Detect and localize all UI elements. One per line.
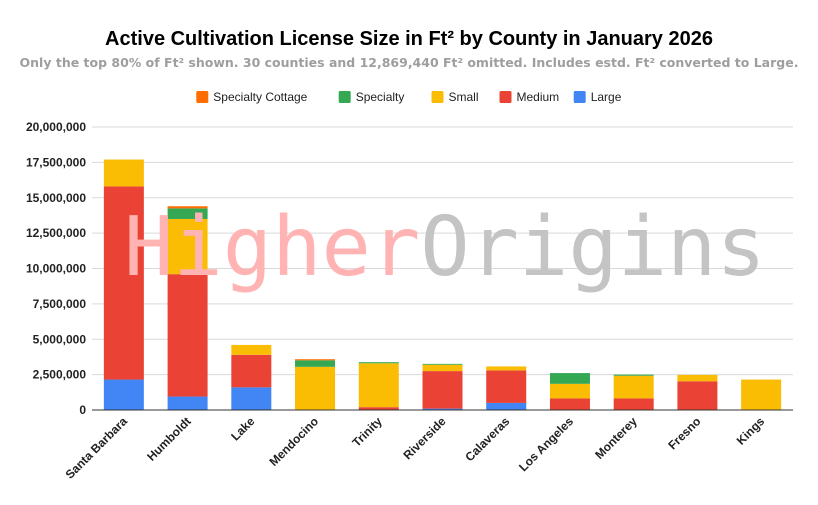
legend-label: Specialty	[356, 90, 405, 104]
bar-small	[167, 218, 208, 275]
bar-medium	[549, 398, 590, 410]
x-tick-label: Kings	[734, 414, 768, 448]
legend-swatch	[196, 91, 209, 103]
bar-medium	[167, 274, 208, 397]
bar-large	[231, 387, 272, 410]
bar-medium	[486, 370, 527, 403]
x-tick-label: Riverside	[401, 414, 449, 462]
bar-small	[549, 383, 590, 399]
bar-small	[358, 363, 399, 408]
bar-large	[103, 379, 144, 410]
y-tick-label: 7,500,000	[33, 297, 87, 311]
x-tick-label: Humboldt	[144, 414, 193, 463]
bar-small	[741, 379, 782, 410]
x-tick-label: Calaveras	[462, 414, 512, 464]
x-tick-label: Fresno	[665, 414, 703, 452]
chart-title: Active Cultivation License Size in Ft² b…	[105, 28, 713, 50]
bar-medium	[422, 371, 463, 409]
x-tick-label: Mendocino	[266, 414, 321, 469]
bar-specialty	[549, 373, 590, 384]
bar-small	[677, 374, 718, 382]
y-tick-label: 2,500,000	[33, 368, 87, 382]
legend-swatch	[431, 91, 444, 103]
x-tick-label: Lake	[228, 414, 257, 443]
bar-specialty	[422, 363, 463, 365]
y-tick-label: 17,500,000	[26, 155, 86, 169]
bar-large	[167, 396, 208, 410]
bar-medium	[103, 186, 144, 380]
y-tick-label: 5,000,000	[33, 332, 87, 346]
bar-specialty	[358, 362, 399, 364]
y-axis-ticks: 0 2,500,000 5,000,000 7,500,000 10,000,000 12…	[26, 120, 86, 417]
legend-label: Small	[449, 90, 479, 104]
bar-large	[486, 402, 527, 410]
x-axis-ticks: Santa Barbara Humboldt Lake Mendocino Trinit…	[63, 414, 768, 482]
watermark-part-2: Origins	[420, 200, 766, 295]
legend-swatch	[338, 91, 351, 103]
legend-label: Large	[591, 90, 622, 104]
watermark-part-1: Higher	[124, 200, 420, 295]
bar-specialty	[613, 374, 654, 376]
bar-medium	[231, 354, 272, 388]
y-tick-label: 15,000,000	[26, 191, 86, 205]
bar-small	[422, 364, 463, 372]
bar-large	[422, 408, 463, 410]
bar-medium	[358, 407, 399, 410]
y-tick-label: 10,000,000	[26, 262, 86, 276]
y-tick-label: 12,500,000	[26, 226, 86, 240]
x-tick-label: Santa Barbara	[63, 414, 131, 482]
bar-small	[231, 344, 272, 355]
legend-label: Medium	[517, 90, 560, 104]
gridlines	[92, 126, 793, 376]
legend-swatch	[573, 91, 586, 103]
legend-label: Specialty Cottage	[213, 90, 307, 104]
bar-small	[295, 366, 336, 410]
bar-specialty-cottage	[295, 359, 336, 361]
bar-medium	[613, 398, 654, 410]
legend: Specialty Cottage Specialty Small Medium Lar…	[196, 90, 622, 104]
legend-swatch	[499, 91, 512, 103]
bar-small	[486, 366, 527, 371]
bars	[103, 159, 782, 410]
bar-specialty-cottage	[167, 206, 208, 209]
bar-medium	[677, 381, 718, 410]
bar-specialty	[295, 360, 336, 367]
chart-subtitle: Only the top 80% of Ft² shown. 30 counti…	[20, 55, 799, 70]
y-tick-label: 20,000,000	[26, 120, 86, 134]
x-tick-label: Trinity	[350, 414, 386, 450]
y-tick-label: 0	[79, 403, 86, 417]
watermark: HigherOrigins	[124, 200, 766, 295]
bar-small	[103, 159, 144, 187]
x-tick-label: Los Angeles	[516, 414, 576, 474]
bar-small	[613, 375, 654, 399]
bar-specialty	[167, 208, 208, 219]
x-tick-label: Monterey	[592, 414, 640, 462]
